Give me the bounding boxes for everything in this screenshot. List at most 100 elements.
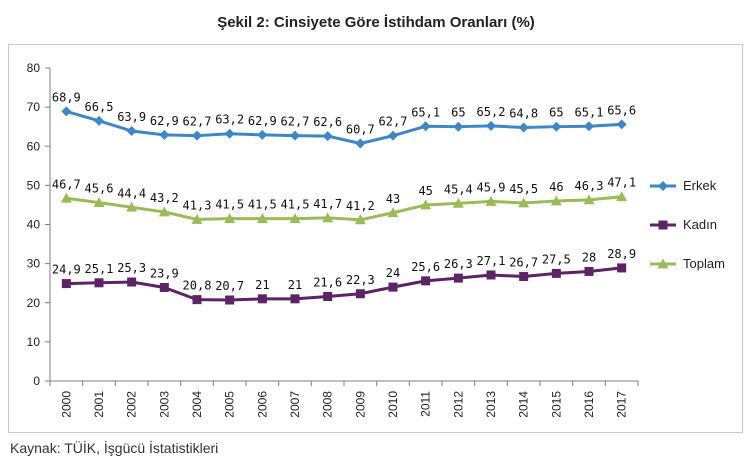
data-point-toplam: [191, 213, 203, 224]
data-point-kadın: [323, 291, 333, 301]
data-label-kadın: 21: [255, 278, 269, 292]
source-note: Kaynak: TÜİK, İşgücü İstatistikleri: [10, 440, 219, 456]
x-tick-label: 2016: [582, 391, 596, 418]
data-point-erkek: [388, 130, 398, 141]
data-label-erkek: 68,9: [52, 90, 81, 104]
y-tick-label: 30: [27, 257, 41, 271]
legend-marker-erkek: [658, 181, 668, 191]
data-label-toplam: 41,3: [183, 198, 212, 212]
data-label-toplam: 44,4: [117, 186, 146, 200]
data-label-toplam: 46,7: [52, 177, 81, 191]
data-point-erkek: [355, 138, 366, 149]
data-point-toplam: [60, 192, 72, 203]
data-label-erkek: 60,7: [346, 123, 375, 137]
data-point-toplam: [452, 197, 464, 208]
x-tick-label: 2014: [517, 391, 531, 418]
x-tick-label: 2012: [451, 391, 465, 418]
data-point-kadın: [127, 277, 137, 287]
data-point-toplam: [158, 206, 170, 217]
data-label-erkek: 62,7: [281, 115, 310, 129]
chart-frame: [8, 44, 743, 433]
data-label-erkek: 62,9: [248, 114, 277, 128]
data-point-kadın: [519, 272, 529, 282]
data-point-toplam: [224, 213, 236, 224]
data-label-kadın: 21,6: [313, 275, 342, 289]
data-label-toplam: 45,4: [444, 182, 473, 196]
data-label-kadın: 26,3: [444, 257, 473, 271]
data-point-toplam: [126, 201, 138, 212]
data-label-kadın: 27,5: [542, 252, 571, 266]
data-label-toplam: 41,2: [346, 199, 375, 213]
data-label-toplam: 41,5: [248, 198, 277, 212]
data-label-toplam: 43,2: [150, 191, 179, 205]
data-label-toplam: 41,5: [215, 198, 244, 212]
data-point-kadın: [257, 294, 267, 304]
data-label-kadın: 20,8: [183, 279, 212, 293]
legend-marker-toplam: [657, 258, 669, 269]
data-point-toplam: [420, 199, 432, 210]
x-tick-label: 2001: [92, 391, 106, 418]
data-point-kadın: [584, 266, 594, 276]
data-point-erkek: [192, 130, 202, 141]
data-point-erkek: [322, 131, 333, 142]
data-label-kadın: 26,7: [509, 256, 538, 270]
data-point-erkek: [224, 128, 235, 139]
data-point-kadın: [192, 295, 202, 305]
x-tick-label: 2015: [549, 391, 563, 418]
data-point-kadın: [388, 282, 398, 292]
data-label-kadın: 20,7: [215, 279, 244, 293]
data-point-erkek: [94, 115, 104, 126]
data-label-kadın: 21: [288, 278, 302, 292]
data-label-erkek: 65,1: [411, 105, 440, 119]
data-point-kadın: [421, 276, 431, 286]
data-label-kadın: 25,6: [411, 260, 440, 274]
data-label-erkek: 62,7: [183, 115, 212, 129]
data-point-erkek: [126, 125, 137, 136]
y-tick-label: 80: [27, 61, 41, 75]
data-label-kadın: 24,9: [52, 263, 81, 277]
data-label-erkek: 66,5: [85, 100, 114, 114]
data-point-kadın: [617, 263, 627, 273]
data-point-erkek: [486, 120, 496, 131]
data-point-erkek: [159, 129, 170, 140]
data-label-toplam: 45,6: [85, 182, 114, 196]
data-point-toplam: [616, 191, 628, 202]
data-label-toplam: 43: [386, 192, 400, 206]
data-label-kadın: 28,9: [607, 247, 636, 261]
y-tick-label: 20: [27, 296, 41, 310]
data-point-kadın: [159, 282, 169, 292]
data-point-toplam: [256, 213, 268, 224]
data-point-kadın: [486, 270, 496, 280]
data-label-erkek: 65: [451, 106, 465, 120]
data-label-erkek: 65,2: [477, 105, 506, 119]
data-label-kadın: 28: [582, 250, 596, 264]
x-tick-label: 2005: [223, 391, 237, 418]
data-label-kadın: 22,3: [346, 273, 375, 287]
y-tick-label: 70: [27, 100, 41, 114]
data-point-erkek: [61, 106, 72, 117]
data-label-erkek: 64,8: [509, 106, 538, 120]
data-point-kadın: [551, 268, 561, 278]
y-tick-label: 60: [27, 139, 41, 153]
data-point-erkek: [290, 130, 300, 141]
x-tick-label: 2007: [288, 391, 302, 418]
data-point-erkek: [453, 121, 464, 132]
data-label-toplam: 41,7: [313, 197, 342, 211]
data-label-erkek: 65,6: [607, 103, 636, 117]
series-line-kadın: [66, 266, 622, 302]
data-label-erkek: 62,9: [150, 114, 179, 128]
data-point-kadın: [290, 294, 300, 304]
series-line-toplam: [66, 195, 622, 222]
legend-label-kadın: Kadın: [683, 217, 717, 232]
y-tick-label: 50: [27, 178, 41, 192]
data-label-erkek: 65,1: [575, 105, 604, 119]
chart-title: Şekil 2: Cinsiyete Göre İstihdam Oranlar…: [217, 14, 535, 31]
data-label-toplam: 45: [418, 184, 432, 198]
data-point-erkek: [616, 119, 627, 130]
data-point-toplam: [518, 197, 530, 208]
data-point-kadın: [453, 273, 463, 283]
data-label-toplam: 46: [549, 180, 563, 194]
data-point-toplam: [485, 195, 497, 206]
data-point-erkek: [551, 121, 562, 132]
x-tick-label: 2009: [353, 391, 367, 418]
